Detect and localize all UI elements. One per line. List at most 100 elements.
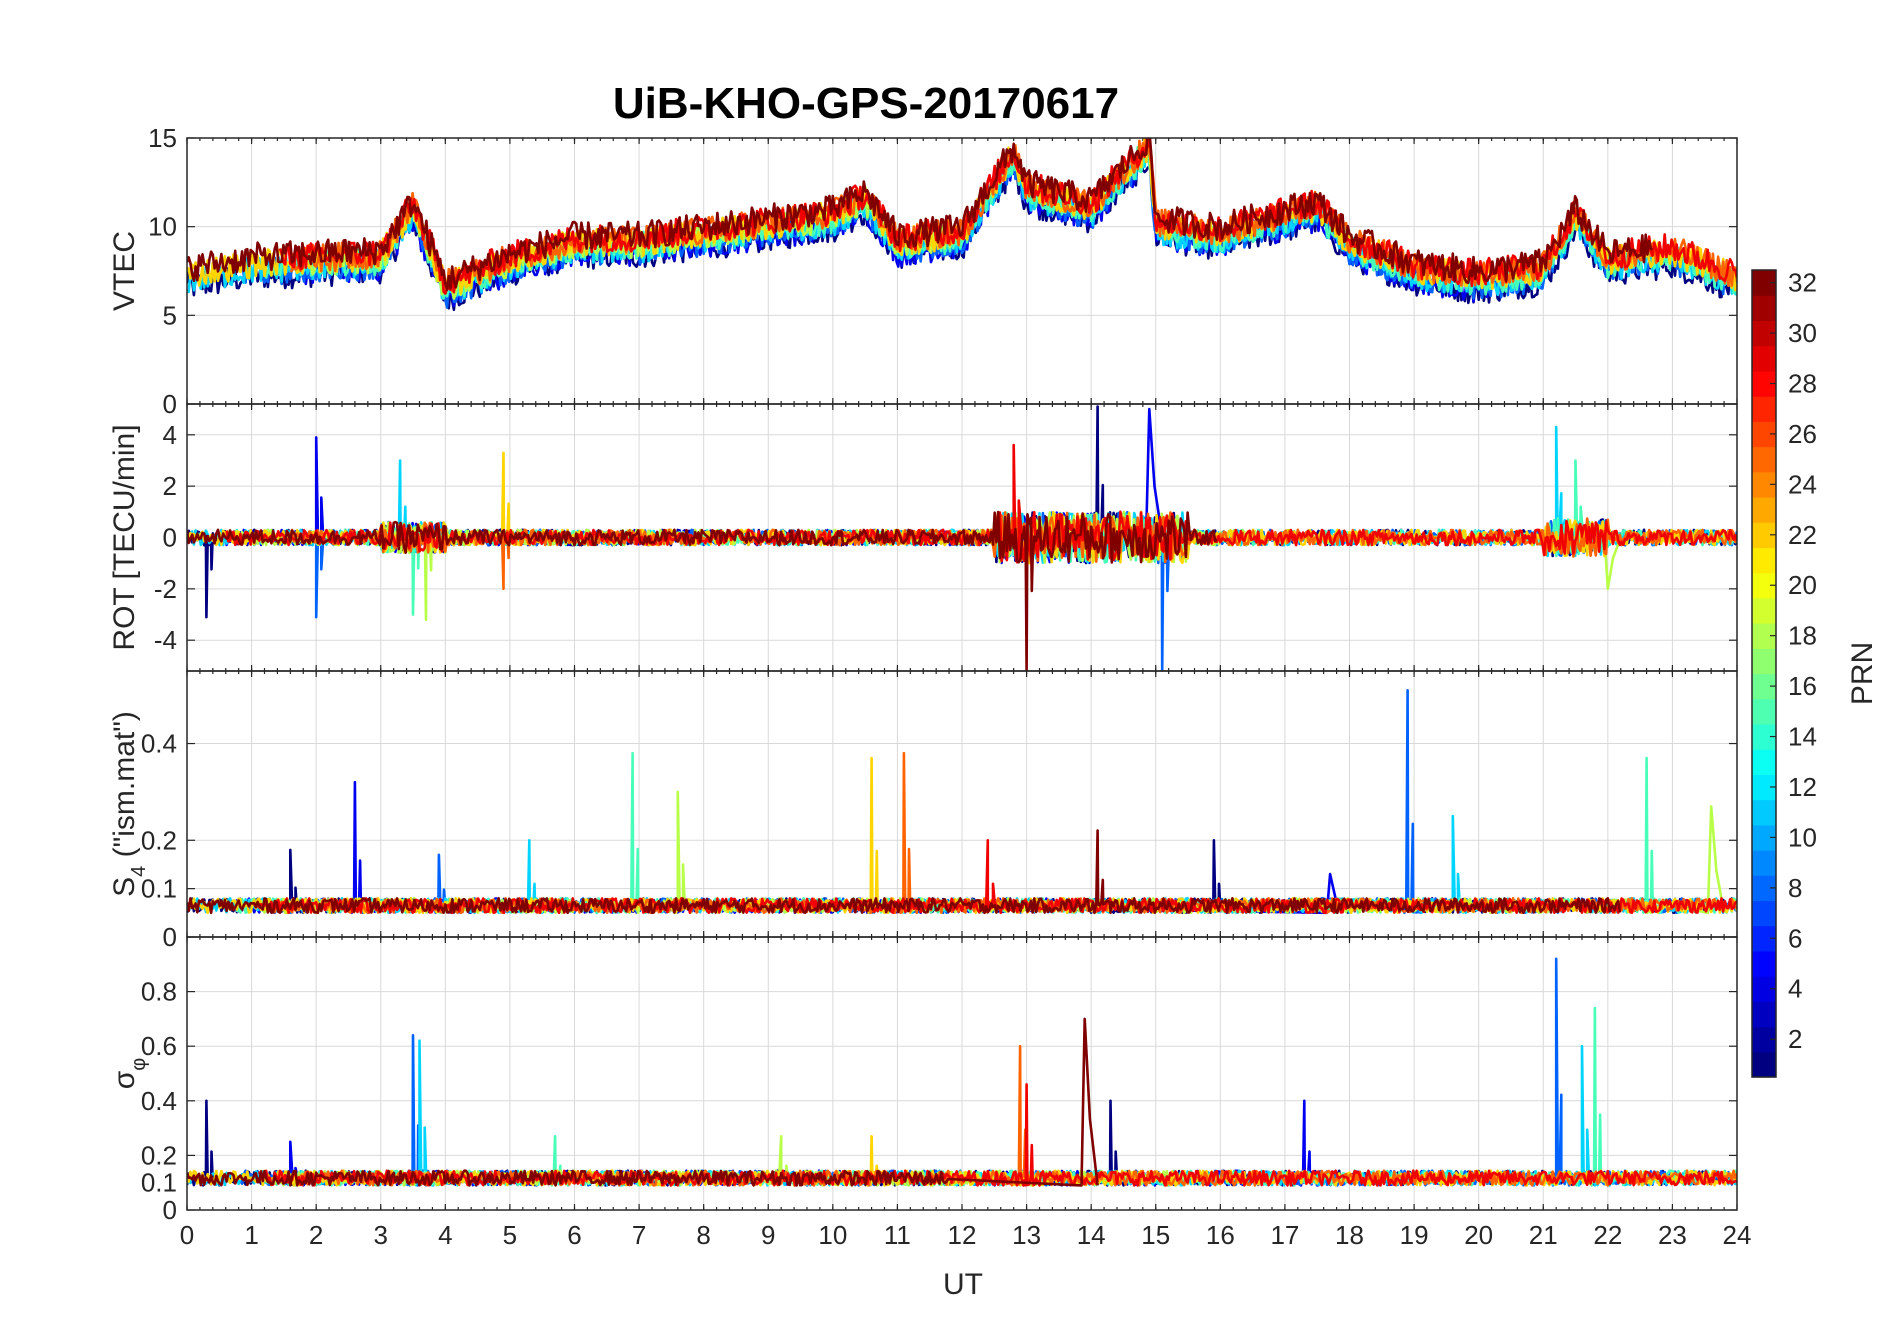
x-tick-label: 20: [1464, 1220, 1493, 1250]
colorbar-tick-label: 30: [1788, 318, 1817, 348]
colorbar-tick-label: 16: [1788, 671, 1817, 701]
panel-1: 0 5 10 15 VTEC: [108, 123, 1738, 419]
colorbar-bin: [1752, 850, 1776, 876]
x-tick-label: 8: [696, 1220, 710, 1250]
x-tick-label: 15: [1141, 1220, 1170, 1250]
y-tick-label: 0.1: [141, 874, 177, 904]
y-label-sub: 4: [128, 866, 150, 877]
series-line: [258, 1083, 1737, 1187]
colorbar-bin: [1752, 1001, 1776, 1028]
colorbar-tick-label: 6: [1788, 923, 1802, 953]
y-tick-label: 5: [163, 300, 177, 330]
y-tick-label: 0: [163, 922, 177, 952]
y-label-main: S: [108, 877, 141, 897]
y-tick-label: 0.4: [141, 729, 177, 759]
colorbar-bin: [1752, 698, 1776, 725]
x-tick-label: 10: [818, 1220, 847, 1250]
colorbar-tick-label: 26: [1788, 419, 1817, 449]
colorbar-bin: [1752, 547, 1776, 574]
y-tick-label: 0.2: [141, 1140, 177, 1170]
panel-2: -4 -2 0 2 4 ROT [TECU/min]: [108, 403, 1738, 672]
x-tick-label: 14: [1077, 1220, 1106, 1250]
x-tick-label: 17: [1270, 1220, 1299, 1250]
y-tick-label: 4: [163, 420, 177, 450]
colorbar-bin: [1752, 749, 1776, 775]
colorbar-bin: [1752, 345, 1776, 372]
colorbar-bin: [1752, 597, 1776, 624]
series-line: [264, 1006, 1737, 1187]
colorbar-tick-label: 22: [1788, 520, 1817, 550]
series-line: [187, 1017, 1099, 1187]
series-line: [278, 138, 1737, 295]
x-tick-label: 5: [503, 1220, 517, 1250]
colorbar-tick-label: 4: [1788, 974, 1802, 1004]
y-tick-label: 0.8: [141, 977, 177, 1007]
x-tick-label: 7: [632, 1220, 646, 1250]
y-tick-label: 0.2: [141, 825, 177, 855]
y-tick-label: 0: [163, 389, 177, 419]
colorbar-tick-label: 32: [1788, 268, 1817, 298]
colorbar-tick-label: 12: [1788, 772, 1817, 802]
y-label-rest: ("ism.mat"): [108, 711, 141, 866]
series-line: [239, 957, 1737, 1187]
colorbar-tick-label: 24: [1788, 469, 1817, 499]
panel-2-series: [187, 405, 1737, 671]
colorbar-bin: [1752, 900, 1776, 927]
y-axis-label: VTEC: [108, 231, 141, 311]
x-tick-label: 19: [1400, 1220, 1429, 1250]
colorbar-frame: [1751, 269, 1777, 1078]
colorbar-tick-label: 28: [1788, 368, 1817, 398]
x-tick-label: 0: [180, 1220, 194, 1250]
colorbar-bin: [1752, 950, 1776, 977]
panel-frame: [186, 936, 1738, 1211]
y-tick-label: 0.1: [141, 1168, 177, 1198]
series-line: [187, 829, 1622, 915]
colorbar-bin: [1752, 648, 1776, 675]
colorbar-bin: [1752, 396, 1776, 422]
colorbar-bin: [1752, 295, 1776, 322]
x-tick-label: 16: [1206, 1220, 1235, 1250]
x-tick-label: 4: [438, 1220, 452, 1250]
series-line: [299, 1044, 1737, 1187]
y-tick-label: 0: [163, 523, 177, 553]
x-tick-label: 9: [761, 1220, 775, 1250]
x-tick-label: 18: [1335, 1220, 1364, 1250]
x-tick-label: 6: [567, 1220, 581, 1250]
x-axis-label: UT: [943, 1268, 983, 1301]
series-line: [235, 780, 1345, 915]
colorbar-bin: [1752, 1051, 1776, 1078]
x-tick-label: 2: [309, 1220, 323, 1250]
x-tick-label: 12: [948, 1220, 977, 1250]
panel-4-series: [187, 957, 1737, 1187]
colorbar-label: PRN: [1846, 642, 1879, 705]
colorbar-tick-label: 14: [1788, 722, 1817, 752]
y-label-main: σ: [108, 1070, 141, 1089]
y-tick-label: 2: [163, 471, 177, 501]
y-label-sub: φ: [128, 1058, 150, 1071]
y-tick-label: -4: [154, 625, 177, 655]
x-tick-label: 21: [1529, 1220, 1558, 1250]
panel-3-series: [187, 689, 1737, 915]
panel-3: 0 0.1 0.2 0.4 S4 ("ism.mat"): [108, 670, 1738, 952]
colorbar-bin: [1752, 496, 1776, 523]
y-tick-label: 0: [163, 1195, 177, 1225]
colorbar-tick-label: 8: [1788, 873, 1802, 903]
y-tick-label: 10: [148, 212, 177, 242]
panel-1-series: [187, 138, 1737, 312]
x-tick-label: 11: [884, 1220, 911, 1250]
y-tick-label: 0.6: [141, 1031, 177, 1061]
x-tick-label: 1: [244, 1220, 258, 1250]
x-tick-label: 22: [1593, 1220, 1622, 1250]
x-tick-label: 13: [1012, 1220, 1041, 1250]
x-tick-label: 24: [1723, 1220, 1752, 1250]
x-tick-label: 3: [374, 1220, 388, 1250]
colorbar-tick-label: 2: [1788, 1024, 1802, 1054]
colorbar-tick-label: 18: [1788, 621, 1817, 651]
colorbar-tick-label: 10: [1788, 822, 1817, 852]
colorbar-bin: [1752, 446, 1776, 473]
chart-title: UiB-KHO-GPS-20170617: [613, 79, 1119, 128]
y-tick-label: 0.4: [141, 1086, 177, 1116]
